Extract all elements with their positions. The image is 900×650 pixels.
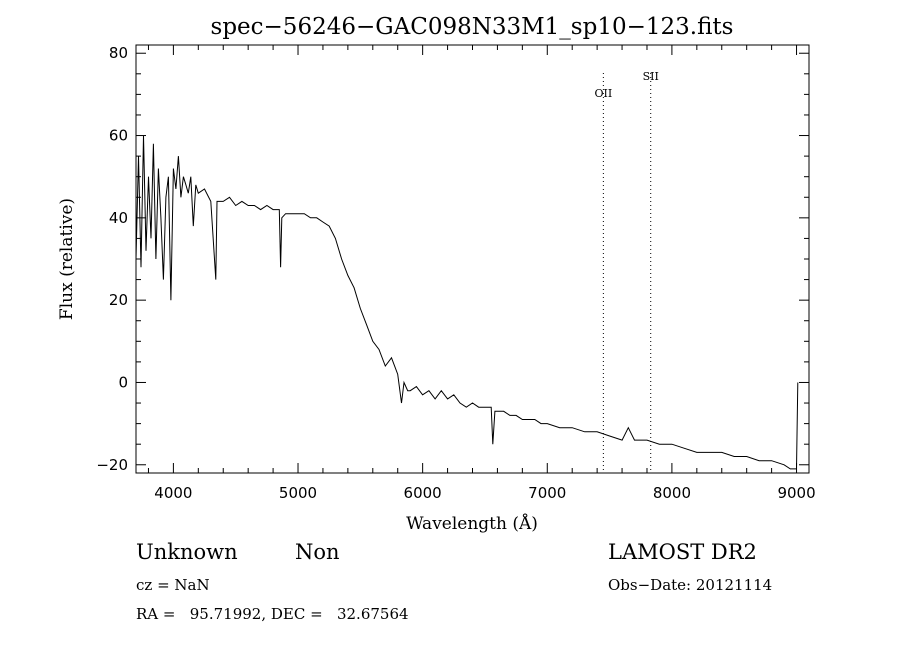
object-class: Unknown [136,540,238,564]
axis-ticks [136,45,809,473]
axis-tick-labels: 4000 5000 6000 7000 8000 9000 −20 0 20 40 60 80 [96,44,815,502]
y-tick-label: −20 [96,456,128,474]
object-subclass: Non [295,540,340,564]
observation-date: Obs−Date: 20121114 [608,576,773,594]
spectrum-line [135,135,799,470]
plot-frame [135,44,810,474]
line-label-oii: OII [595,87,613,100]
x-tick-label: 6000 [404,484,442,502]
x-axis-label: Wavelength (Å) [406,513,538,534]
x-tick-label: 4000 [154,484,192,502]
survey-name: LAMOST DR2 [608,540,757,564]
x-tick-label: 8000 [653,484,691,502]
x-tick-label: 7000 [528,484,566,502]
y-tick-label: 40 [109,209,128,227]
y-tick-label: 60 [109,127,128,145]
chart-title: spec−56246−GAC098N33M1_sp10−123.fits [211,14,734,40]
coordinates: RA = 95.71992, DEC = 32.67564 [136,605,409,623]
x-tick-label: 9000 [777,484,815,502]
y-tick-label: 0 [118,373,128,391]
line-label-sii: SII [643,70,659,83]
redshift-cz: cz = NaN [136,576,210,594]
x-tick-label: 5000 [279,484,317,502]
y-axis-label: Flux (relative) [57,198,77,320]
y-tick-label: 80 [109,44,128,62]
y-tick-label: 20 [109,291,128,309]
emission-line-markers: OII SII [595,70,659,473]
